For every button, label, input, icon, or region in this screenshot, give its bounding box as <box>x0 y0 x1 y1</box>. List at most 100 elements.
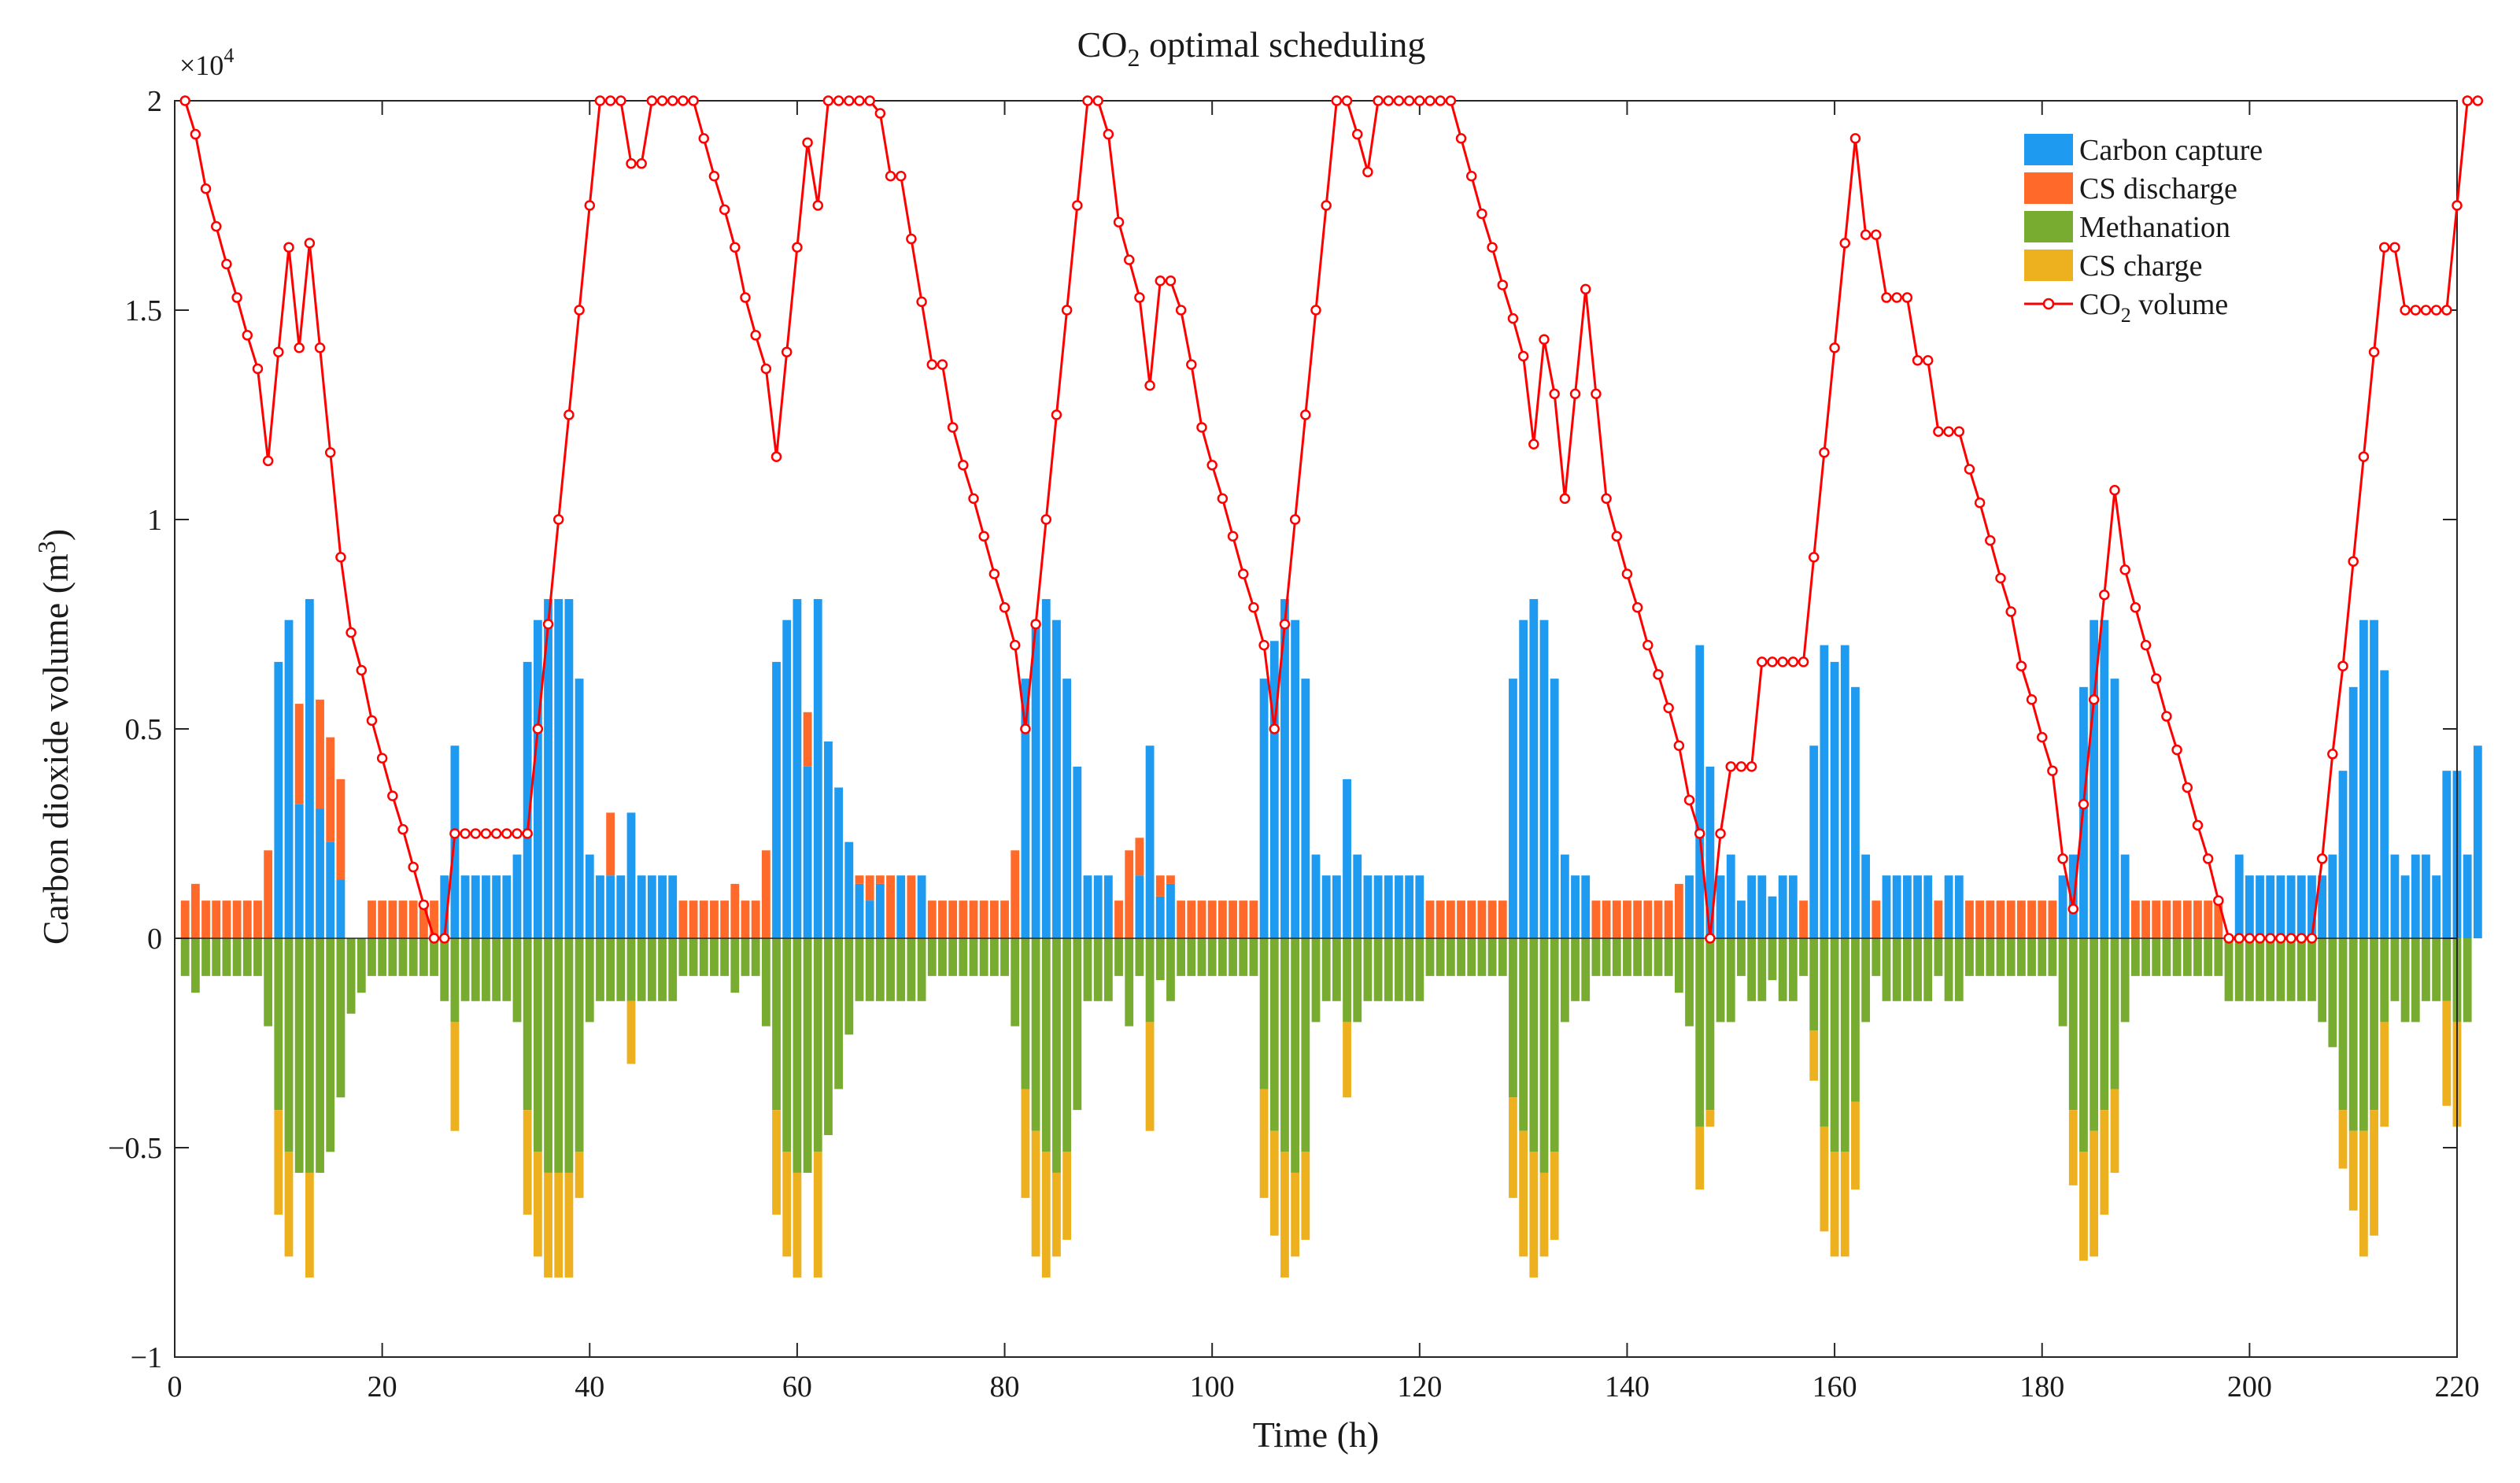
methanation-bar <box>1778 938 1787 1001</box>
methanation-bar <box>388 938 397 976</box>
co2-volume-point <box>1393 95 1405 106</box>
methanation-bar <box>1996 938 2005 976</box>
x-tick-label: 180 <box>2019 1370 2064 1403</box>
capture-bar <box>2058 875 2067 938</box>
co2-volume-point <box>999 601 1011 613</box>
charge-bar <box>793 1172 802 1278</box>
methanation-bar <box>398 938 408 976</box>
capture-bar <box>1052 619 1061 938</box>
co2-volume-point <box>1435 95 1446 106</box>
co2-volume-point <box>1985 534 1996 546</box>
charge-bar <box>450 1022 460 1131</box>
methanation-bar <box>1716 938 1725 1023</box>
co2-volume-point <box>1383 95 1395 106</box>
methanation-bar <box>357 938 366 993</box>
methanation-bar <box>1674 938 1683 993</box>
co2-volume-point <box>1539 334 1550 345</box>
co2-volume-point <box>1258 639 1269 651</box>
methanation-bar <box>1882 938 1891 1001</box>
capture-bar <box>1384 875 1393 938</box>
capture-bar <box>523 661 532 938</box>
x-tick-label: 0 <box>168 1370 183 1403</box>
capture-bar <box>637 875 646 938</box>
capture-bar <box>1083 875 1092 938</box>
discharge-bar <box>1425 901 1435 938</box>
capture-bar <box>1747 875 1757 938</box>
co2-volume-point <box>2026 694 2038 705</box>
charge-bar <box>575 1152 584 1198</box>
co2-volume-point <box>874 108 886 119</box>
co2-volume-point <box>1424 95 1436 106</box>
methanation-bar <box>1685 938 1694 1026</box>
methanation-bar <box>2110 938 2119 1089</box>
co2-volume-point <box>200 183 212 194</box>
co2-volume-point <box>2410 305 2422 316</box>
methanation-bar <box>274 938 283 1111</box>
capture-bar <box>533 619 542 938</box>
co2-volume-point <box>2119 564 2130 575</box>
co2-volume-point <box>231 292 242 303</box>
discharge-bar <box>1177 901 1186 938</box>
co2-volume-point <box>397 823 408 835</box>
co2-volume-point <box>1891 292 1902 303</box>
methanation-bar <box>1954 938 1964 1001</box>
legend-label-charge: CS charge <box>2079 250 2203 283</box>
y-tick-label: 1.5 <box>125 294 163 327</box>
discharge-bar <box>927 901 937 938</box>
discharge-bar <box>969 901 978 938</box>
methanation-bar <box>938 938 947 976</box>
co2-volume-point <box>2182 782 2193 793</box>
methanation-bar <box>2152 938 2161 976</box>
methanation-bar <box>1498 938 1507 976</box>
discharge-bar <box>2204 901 2213 938</box>
co2-volume-point <box>2109 485 2120 496</box>
methanation-bar <box>2463 938 2472 1023</box>
discharge-bar <box>1643 901 1653 938</box>
co2-volume-point <box>356 664 368 676</box>
co2-volume-point <box>304 238 316 249</box>
x-tick-label: 40 <box>575 1370 604 1403</box>
co2-volume-point <box>740 292 751 303</box>
methanation-bar <box>419 938 428 976</box>
charge-bar <box>1052 1172 1061 1257</box>
methanation-bar <box>1861 938 1871 1023</box>
discharge-bar <box>1166 875 1175 884</box>
methanation-bar <box>699 938 708 976</box>
methanation-bar <box>2422 938 2430 1001</box>
methanation-bar <box>1612 938 1621 976</box>
methanation-bar <box>326 938 335 1152</box>
capture-bar <box>1415 875 1424 938</box>
methanation-bar <box>1446 938 1455 976</box>
co2-volume-point <box>1901 292 1913 303</box>
capture-bar <box>2328 854 2337 938</box>
co2-volume-point <box>2275 933 2286 944</box>
methanation-bar <box>1768 938 1777 981</box>
methanation-bar <box>1560 938 1569 1023</box>
capture-bar <box>1062 679 1072 938</box>
methanation-bar <box>1301 938 1310 1152</box>
y-tick-label: −1 <box>131 1341 162 1374</box>
co2-volume-point <box>2358 451 2370 462</box>
capture-bar <box>803 766 812 938</box>
co2-volume-point <box>947 422 959 433</box>
methanation-bar <box>1591 938 1601 976</box>
discharge-bar <box>948 901 958 938</box>
capture-bar <box>1135 875 1144 938</box>
methanation-bar <box>844 938 854 1035</box>
discharge-bar <box>180 901 190 938</box>
legend-marker-volume <box>2042 298 2055 310</box>
methanation-bar <box>1602 938 1611 976</box>
methanation-bar <box>1705 938 1715 1111</box>
co2-volume-point <box>2368 346 2380 357</box>
methanation-bar <box>1425 938 1435 976</box>
discharge-bar <box>907 875 916 938</box>
methanation-bar <box>1114 938 1123 976</box>
methanation-bar <box>824 938 833 1136</box>
methanation-bar <box>336 938 345 1098</box>
methanation-bar <box>689 938 698 976</box>
co2-volume-point <box>2452 200 2463 211</box>
discharge-bar <box>855 875 864 884</box>
co2-volume-point <box>1715 828 1726 839</box>
capture-bar <box>316 808 324 938</box>
co2-volume-point <box>1933 426 1944 438</box>
